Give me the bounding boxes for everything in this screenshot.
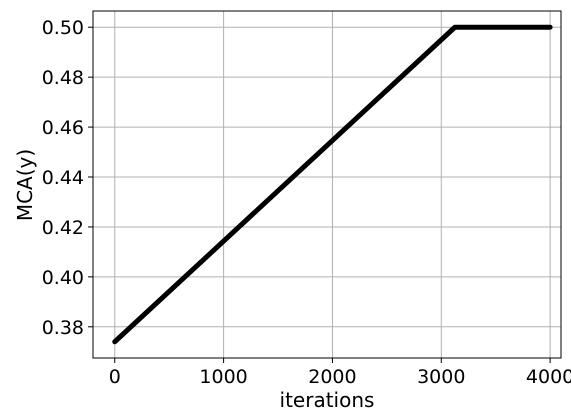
series-line (112, 24, 553, 345)
y-tick-label: 0.46 (42, 117, 84, 139)
axis-ticks: 0 1000 2000 3000 4000 0.38 0.40 0.42 0.44 0.46 0.4… (42, 17, 571, 388)
x-tick-label: 0 (109, 366, 121, 388)
series-layer (112, 24, 553, 345)
x-axis-label: iterations (280, 388, 375, 412)
x-tick-label: 4000 (526, 366, 571, 388)
y-axis-label: MCA(y) (13, 149, 37, 221)
y-tick-label: 0.38 (42, 317, 84, 339)
x-tick-label: 3000 (417, 366, 465, 388)
plot-frame (92, 10, 562, 359)
y-tick-label: 0.50 (42, 17, 84, 39)
x-tick-label: 1000 (199, 366, 247, 388)
x-tick-label: 2000 (308, 366, 356, 388)
grid (93, 11, 561, 358)
y-tick-label: 0.40 (42, 267, 84, 289)
y-tick-label: 0.48 (42, 67, 84, 89)
y-tick-label: 0.42 (42, 217, 84, 239)
y-tick-label: 0.44 (42, 167, 84, 189)
